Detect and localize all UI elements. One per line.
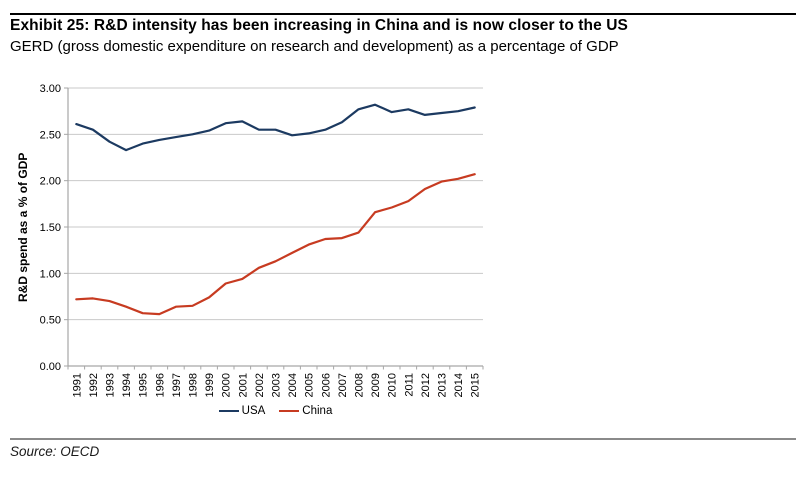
x-tick-label: 2004 <box>287 373 299 397</box>
x-tick-label: 1993 <box>105 373 117 397</box>
y-tick-label: 0.00 <box>40 361 61 373</box>
x-tick-label: 2000 <box>221 373 233 397</box>
y-tick-label: 1.50 <box>40 222 61 234</box>
x-tick-label: 1995 <box>138 373 150 397</box>
exhibit-subtitle: GERD (gross domestic expenditure on rese… <box>10 38 619 55</box>
x-tick-label: 2005 <box>304 373 316 397</box>
x-tick-label: 1996 <box>154 373 166 397</box>
x-tick-label: 1992 <box>88 373 100 397</box>
y-tick-label: 0.50 <box>40 315 61 327</box>
x-tick-label: 2001 <box>237 373 249 397</box>
x-tick-label: 2012 <box>420 373 432 397</box>
bottom-rule <box>10 438 796 440</box>
x-tick-label: 2013 <box>437 373 449 397</box>
x-tick-label: 2009 <box>370 373 382 397</box>
legend-item-china: China <box>279 405 332 417</box>
y-axis-title: R&D spend as a % of GDP <box>16 152 30 302</box>
x-tick-label: 1998 <box>188 373 200 397</box>
x-tick-label: 1994 <box>121 373 133 397</box>
x-tick-label: 1991 <box>71 373 83 397</box>
x-tick-label: 2008 <box>354 373 366 397</box>
x-tick-label: 1997 <box>171 373 183 397</box>
china-line-swatch <box>279 409 300 413</box>
x-tick-label: 2007 <box>337 373 349 397</box>
x-tick-label: 2010 <box>387 373 399 397</box>
x-tick-label: 2014 <box>453 373 465 397</box>
usa-line-series <box>75 103 476 152</box>
y-tick-label: 2.50 <box>40 129 61 141</box>
china-line-series <box>75 173 476 316</box>
x-tick-label: 2006 <box>320 373 332 397</box>
legend-label-usa: USA <box>241 405 266 417</box>
exhibit-title: Exhibit 25: R&D intensity has been incre… <box>10 17 628 34</box>
y-tick-label: 1.00 <box>40 268 61 280</box>
x-tick-label: 1999 <box>204 373 216 397</box>
y-tick-label: 2.00 <box>40 176 61 188</box>
source-note: Source: OECD <box>10 444 100 459</box>
top-rule <box>10 13 796 15</box>
legend-item-usa: USA <box>218 405 266 417</box>
x-tick-label: 2011 <box>403 373 415 397</box>
legend: USA China <box>68 403 483 419</box>
legend-label-china: China <box>302 405 333 417</box>
x-tick-label: 2003 <box>271 373 283 397</box>
x-tick-label: 2015 <box>470 373 482 397</box>
x-tick-label: 2002 <box>254 373 266 397</box>
y-tick-label: 3.00 <box>40 83 61 95</box>
usa-line-swatch <box>218 409 239 413</box>
